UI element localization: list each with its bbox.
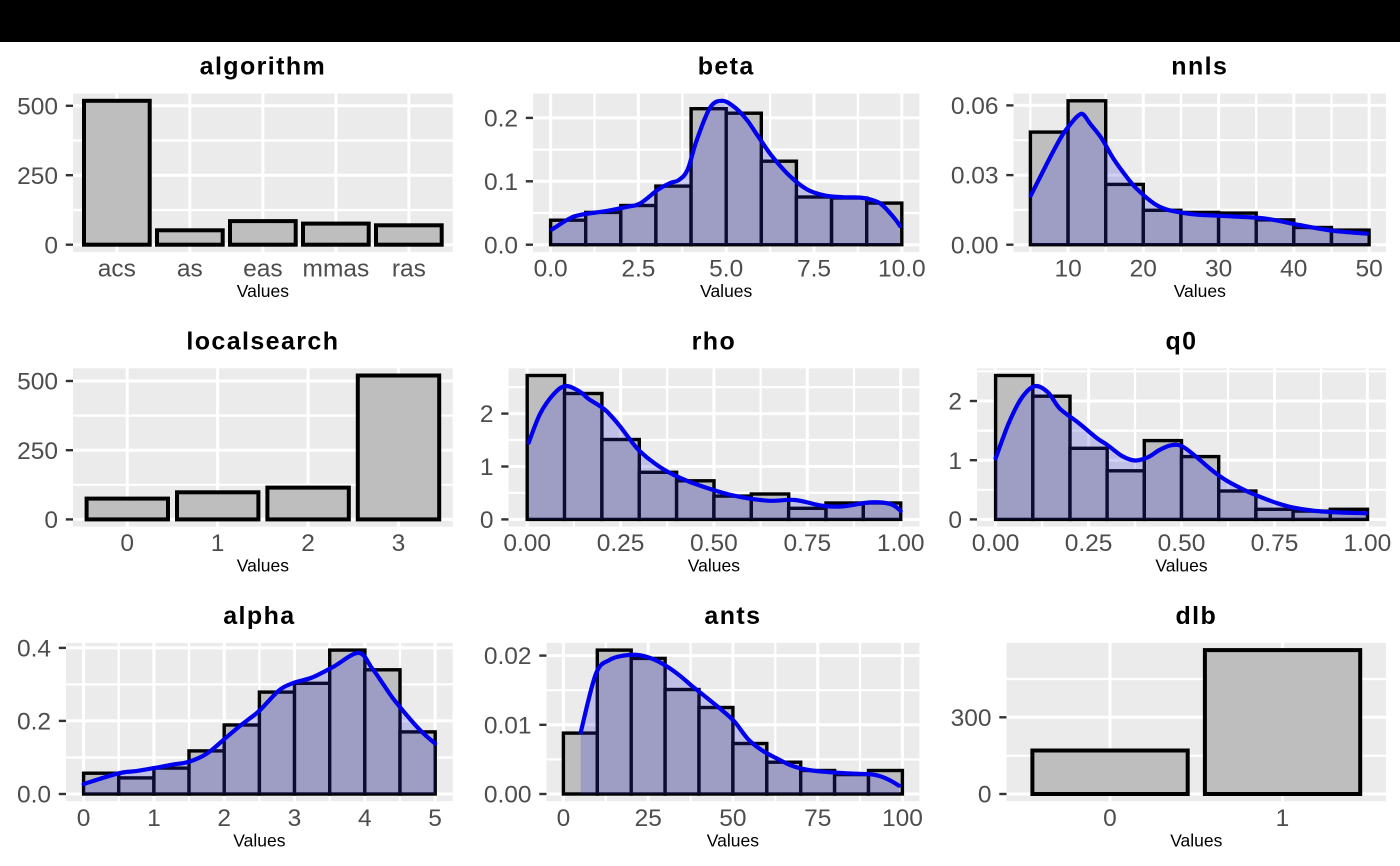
- svg-text:0.0: 0.0: [484, 232, 518, 259]
- svg-text:0.00: 0.00: [484, 782, 532, 809]
- svg-text:localsearch: localsearch: [186, 327, 339, 355]
- svg-text:ras: ras: [392, 256, 426, 283]
- svg-text:2: 2: [480, 401, 494, 428]
- svg-text:1.00: 1.00: [1344, 530, 1392, 557]
- svg-text:0.06: 0.06: [951, 93, 999, 120]
- svg-text:0.0: 0.0: [17, 782, 51, 809]
- svg-text:300: 300: [951, 705, 992, 732]
- svg-text:Values: Values: [237, 281, 289, 301]
- svg-text:0.2: 0.2: [484, 106, 518, 133]
- svg-text:0: 0: [1103, 805, 1117, 832]
- svg-text:500: 500: [17, 93, 58, 120]
- svg-text:alpha: alpha: [223, 602, 295, 630]
- svg-text:0.25: 0.25: [597, 530, 645, 557]
- svg-text:Values: Values: [1174, 281, 1226, 301]
- svg-text:0: 0: [120, 530, 134, 557]
- svg-text:0: 0: [480, 507, 494, 534]
- svg-text:0.2: 0.2: [17, 709, 51, 736]
- svg-text:5: 5: [428, 805, 442, 832]
- svg-text:50: 50: [1355, 256, 1382, 283]
- svg-text:mmas: mmas: [303, 256, 370, 283]
- svg-text:as: as: [177, 256, 203, 283]
- svg-text:100: 100: [882, 805, 923, 832]
- svg-text:5.0: 5.0: [709, 256, 743, 283]
- svg-text:2: 2: [948, 389, 962, 416]
- svg-text:0: 0: [557, 805, 571, 832]
- svg-text:500: 500: [17, 369, 58, 396]
- svg-text:7.5: 7.5: [797, 256, 831, 283]
- svg-text:0: 0: [44, 507, 58, 534]
- svg-text:0: 0: [978, 782, 992, 809]
- svg-text:0.00: 0.00: [972, 530, 1020, 557]
- svg-text:0.4: 0.4: [17, 636, 51, 663]
- svg-text:1: 1: [1276, 805, 1290, 832]
- svg-text:250: 250: [17, 163, 58, 190]
- svg-text:4: 4: [358, 805, 372, 832]
- svg-text:1: 1: [480, 454, 494, 481]
- svg-text:0.50: 0.50: [1158, 530, 1206, 557]
- svg-text:Values: Values: [707, 830, 759, 850]
- svg-text:10.0: 10.0: [878, 256, 926, 283]
- svg-text:dlb: dlb: [1175, 602, 1217, 630]
- svg-text:beta: beta: [698, 53, 755, 81]
- svg-text:3: 3: [288, 805, 302, 832]
- svg-text:0.1: 0.1: [484, 169, 518, 196]
- svg-text:ants: ants: [704, 602, 761, 630]
- svg-text:algorithm: algorithm: [200, 53, 327, 81]
- svg-text:1: 1: [211, 530, 225, 557]
- svg-text:30: 30: [1205, 256, 1232, 283]
- svg-text:0.50: 0.50: [690, 530, 738, 557]
- svg-text:1.00: 1.00: [877, 530, 925, 557]
- svg-text:50: 50: [719, 805, 746, 832]
- svg-text:0.75: 0.75: [783, 530, 831, 557]
- svg-text:250: 250: [17, 438, 58, 465]
- svg-text:0.03: 0.03: [951, 163, 999, 190]
- svg-text:10: 10: [1054, 256, 1081, 283]
- svg-text:40: 40: [1280, 256, 1307, 283]
- svg-text:0: 0: [948, 507, 962, 534]
- svg-text:0: 0: [44, 232, 58, 259]
- svg-text:1: 1: [147, 805, 161, 832]
- svg-text:acs: acs: [98, 256, 136, 283]
- svg-text:2.5: 2.5: [621, 256, 655, 283]
- svg-text:0: 0: [77, 805, 91, 832]
- svg-text:0.75: 0.75: [1251, 530, 1299, 557]
- svg-text:eas: eas: [243, 256, 283, 283]
- svg-text:rho: rho: [692, 327, 736, 355]
- svg-text:0.01: 0.01: [484, 712, 532, 739]
- svg-text:Values: Values: [700, 281, 752, 301]
- svg-text:Values: Values: [233, 830, 285, 850]
- svg-text:Values: Values: [1170, 830, 1222, 850]
- svg-text:0.25: 0.25: [1065, 530, 1113, 557]
- svg-text:q0: q0: [1166, 327, 1198, 355]
- svg-text:20: 20: [1130, 256, 1157, 283]
- svg-text:Values: Values: [1155, 556, 1207, 576]
- svg-text:0.00: 0.00: [503, 530, 551, 557]
- svg-text:75: 75: [804, 805, 831, 832]
- svg-text:0.0: 0.0: [534, 256, 568, 283]
- svg-text:0.02: 0.02: [484, 643, 532, 670]
- svg-text:Values: Values: [237, 556, 289, 576]
- svg-text:3: 3: [392, 530, 406, 557]
- svg-text:2: 2: [217, 805, 231, 832]
- svg-text:nnls: nnls: [1171, 53, 1228, 81]
- svg-text:1: 1: [948, 448, 962, 475]
- svg-text:2: 2: [301, 530, 315, 557]
- svg-text:Values: Values: [688, 556, 740, 576]
- svg-text:0.00: 0.00: [951, 232, 999, 259]
- svg-text:25: 25: [635, 805, 662, 832]
